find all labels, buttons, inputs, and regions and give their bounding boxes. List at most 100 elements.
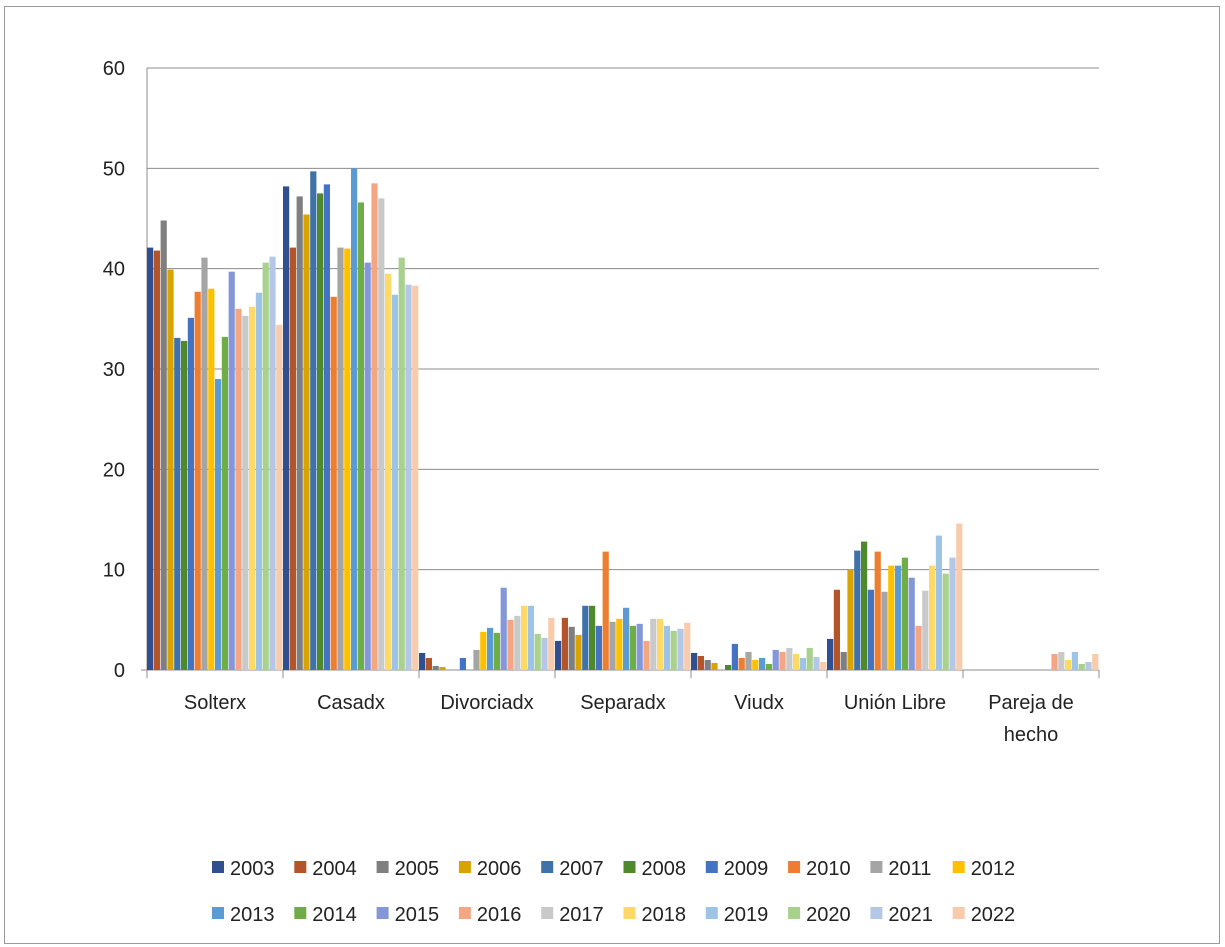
bar (201, 257, 208, 670)
bar (500, 587, 507, 670)
bar (480, 631, 487, 670)
bar (609, 621, 616, 670)
bar (330, 296, 337, 670)
x-tick-label: Pareja de (988, 692, 1074, 714)
bar (473, 649, 480, 670)
bar (276, 324, 283, 670)
bar (765, 663, 772, 670)
legend-swatch (541, 861, 554, 873)
legend-label: 2003 (230, 858, 275, 880)
legend-label: 2022 (971, 904, 1016, 926)
bar (208, 288, 215, 670)
bar (793, 653, 800, 670)
bar (412, 285, 419, 670)
legend-label: 2021 (888, 904, 933, 926)
bar (840, 651, 847, 670)
bar (657, 618, 664, 670)
bar (854, 550, 861, 670)
legend-swatch (870, 907, 883, 919)
bar (419, 652, 426, 670)
bar (221, 336, 228, 670)
bar (507, 619, 514, 670)
bar (371, 183, 378, 670)
legend-label: 2019 (724, 904, 769, 926)
bar (235, 308, 242, 670)
bar (691, 652, 698, 670)
y-tick-label: 60 (103, 58, 125, 80)
bar (310, 171, 317, 671)
x-tick-label: Casadx (317, 692, 385, 714)
bar (242, 315, 249, 670)
bar (344, 248, 351, 670)
bar (323, 184, 330, 671)
legend-label: 2004 (312, 858, 357, 880)
legend-label: 2020 (806, 904, 851, 926)
chart-frame: 0 10 20 30 40 50 60 Solterx Casadx Divorciadx Sepa… (4, 6, 1220, 944)
bar (262, 262, 269, 670)
bar (779, 651, 786, 670)
bar (160, 220, 167, 671)
bar (582, 605, 589, 670)
legend-label: 2012 (971, 858, 1016, 880)
bar (1085, 661, 1092, 670)
bar (439, 666, 446, 670)
bar (874, 551, 881, 670)
legend-label: 2010 (806, 858, 851, 880)
bar (759, 657, 766, 670)
bar (378, 198, 385, 670)
bar (949, 557, 956, 670)
bar (459, 657, 466, 670)
bar (194, 291, 201, 670)
bar (432, 665, 439, 670)
legend-swatch (788, 861, 801, 873)
bar (289, 247, 296, 670)
bar (602, 551, 609, 670)
bar (663, 625, 670, 670)
bar (364, 262, 371, 670)
x-tick-label: Viudx (734, 692, 784, 714)
bar (269, 256, 276, 670)
bar (249, 306, 256, 670)
bar (745, 651, 752, 670)
bar (167, 269, 174, 670)
bar (929, 565, 936, 670)
bar (1058, 651, 1065, 670)
legend-label: 2007 (559, 858, 604, 880)
bar (1078, 663, 1085, 670)
bar (956, 523, 963, 670)
bar (895, 565, 902, 670)
x-tick-label: Separadx (580, 692, 666, 714)
y-tick-label: 50 (103, 158, 125, 180)
bar (351, 168, 358, 671)
bar (283, 186, 290, 671)
bar (514, 615, 521, 670)
legend-swatch (541, 907, 554, 919)
bar (391, 294, 398, 670)
bar (534, 633, 541, 670)
bar (677, 628, 684, 670)
bar (589, 605, 596, 670)
legend-swatch (458, 861, 471, 873)
bar (827, 638, 834, 670)
bar (575, 634, 582, 670)
bar (833, 589, 840, 670)
legend-label: 2017 (559, 904, 604, 926)
legend-swatch (788, 907, 801, 919)
legend-swatch (212, 861, 224, 873)
bar (806, 647, 813, 670)
x-tick-label: Divorciadx (440, 692, 533, 714)
bar (181, 340, 188, 670)
bar (697, 655, 704, 670)
y-tick-label: 40 (103, 259, 125, 281)
bar (908, 577, 915, 670)
bar (684, 622, 691, 670)
legend-label: 2005 (395, 858, 440, 880)
x-tick-label: Unión Libre (844, 692, 946, 714)
bar (337, 247, 344, 670)
legend-swatch (376, 861, 389, 873)
bar (813, 656, 820, 670)
bar (1092, 653, 1099, 670)
legend-swatch (952, 861, 965, 873)
legend-label: 2006 (477, 858, 522, 880)
y-tick-label: 20 (103, 459, 125, 481)
